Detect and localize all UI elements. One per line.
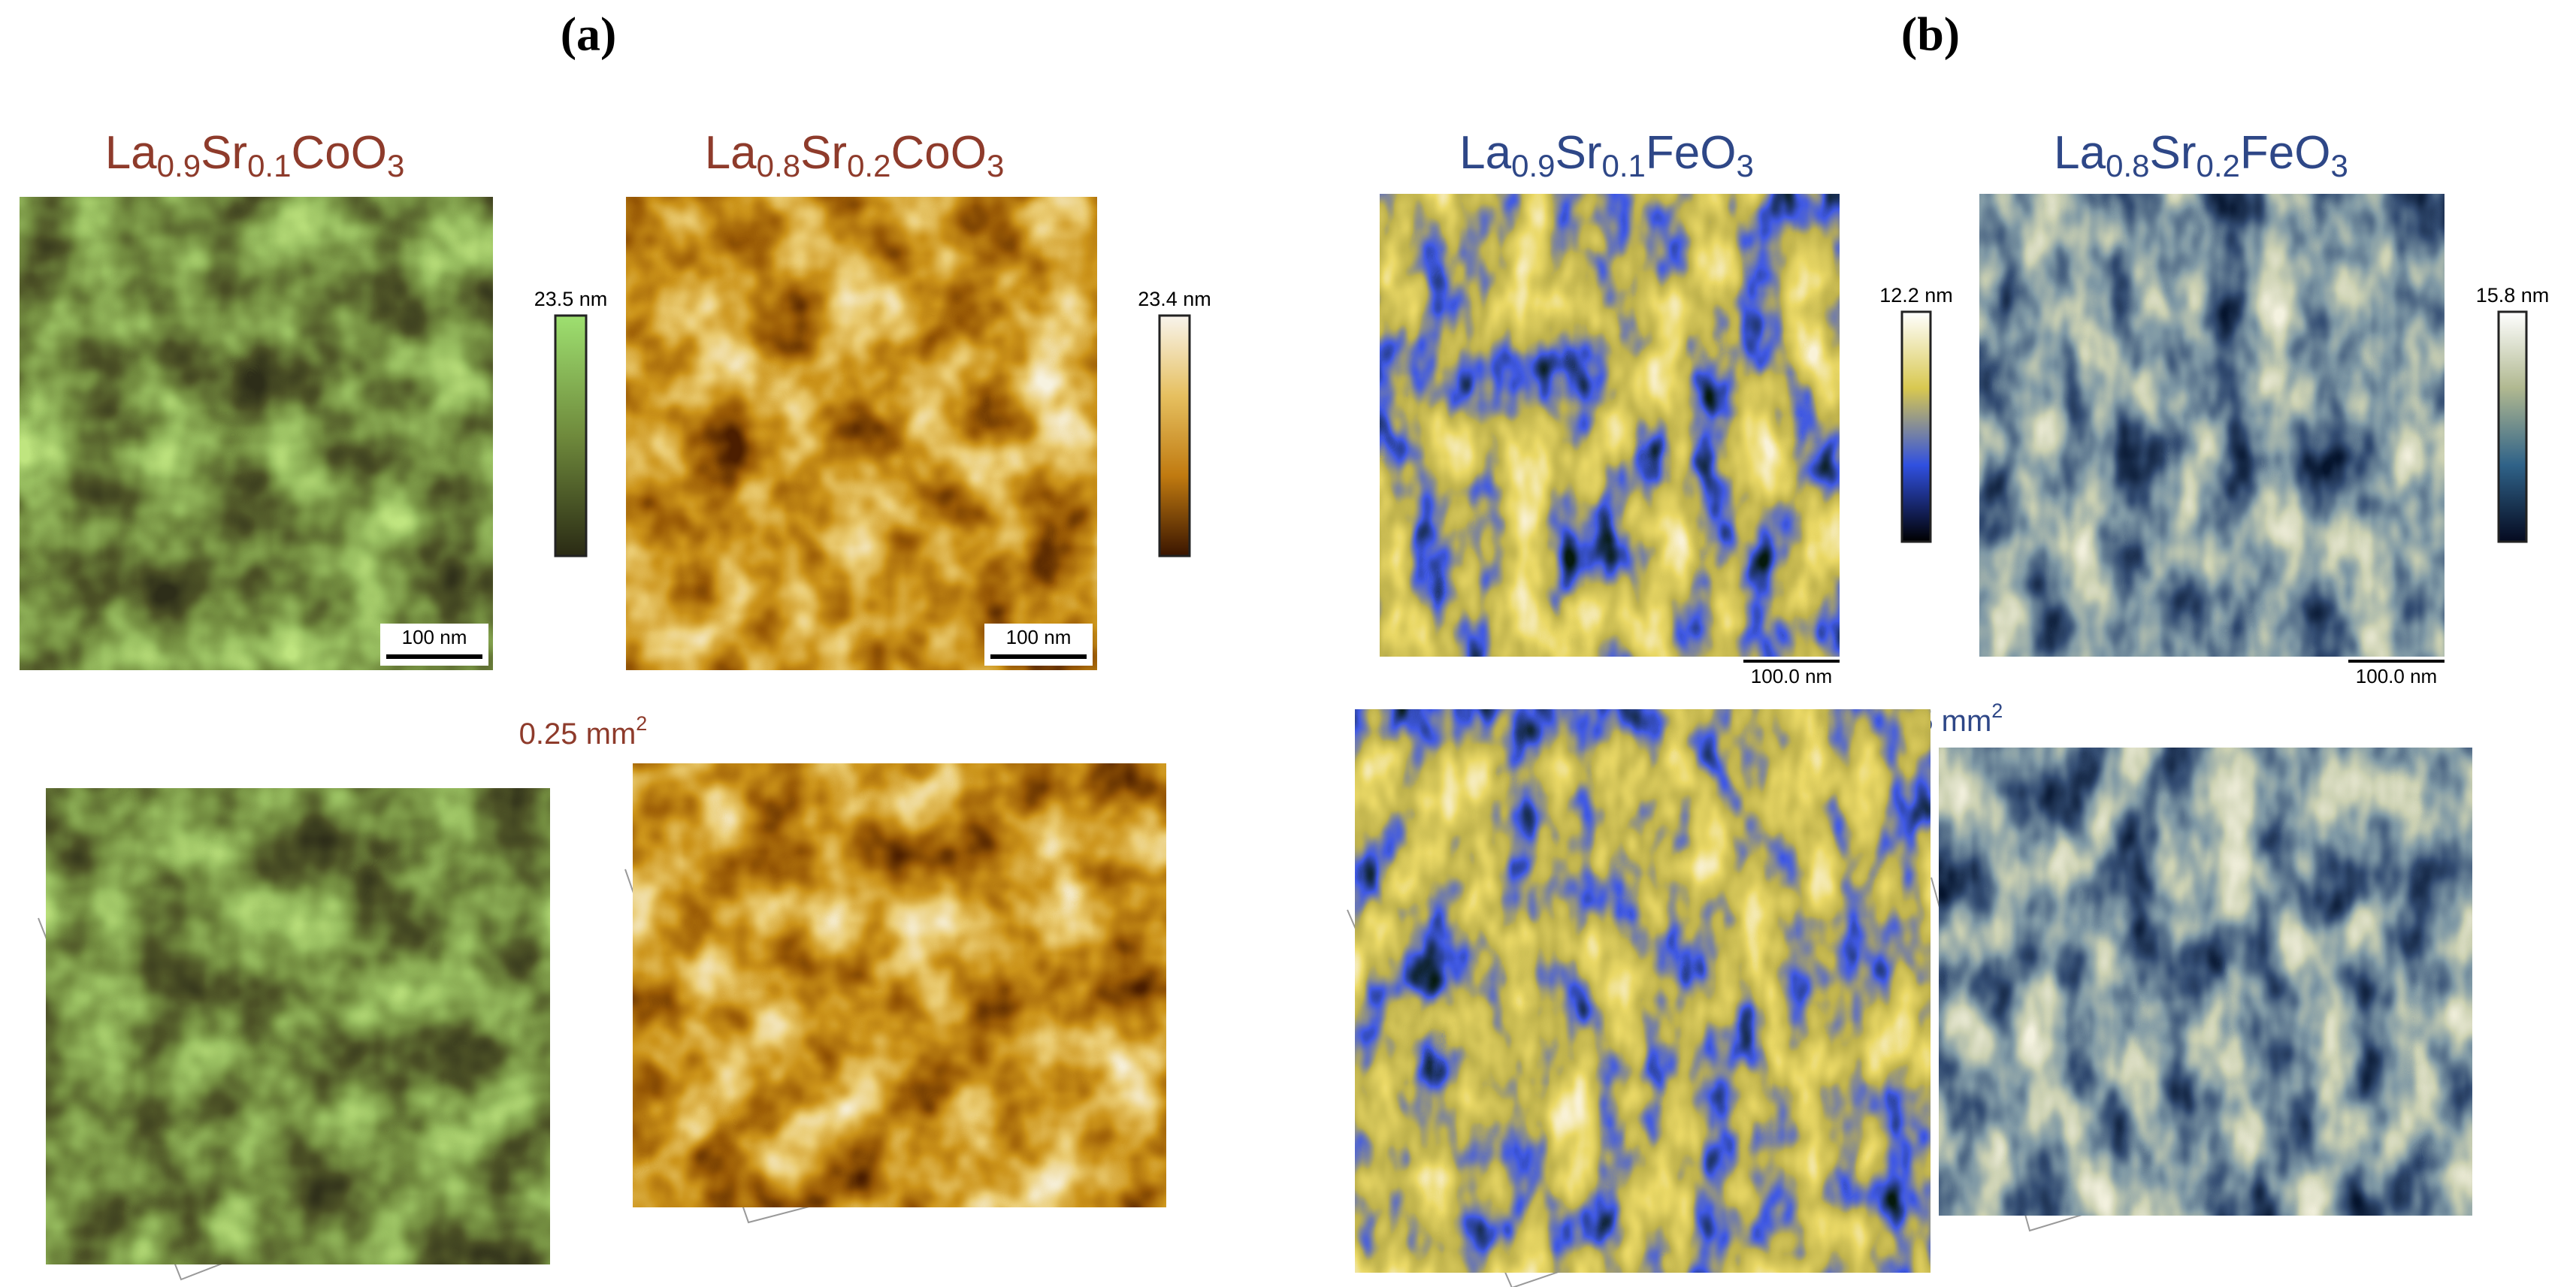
sample-title: La0.9Sr0.1FeO3: [1459, 127, 1754, 183]
area-label: 0.25 mm2: [1875, 699, 2003, 737]
formula-element: Sr: [800, 127, 847, 179]
area-superscript: 2: [1991, 699, 2003, 722]
panel-label: (b): [1901, 8, 1960, 61]
scale-bar-label: 100.0 nm: [2356, 665, 2437, 687]
sample-title: La0.8Sr0.2CoO3: [705, 127, 1005, 183]
formula-subscript: 3: [387, 148, 404, 183]
formula-element: La: [2054, 127, 2106, 179]
surface-3d: [1939, 748, 2472, 1216]
panel-label: (a): [561, 8, 617, 61]
colorbar-label: 15.8 nm: [2476, 284, 2550, 307]
formula-subscript: 0.9: [1511, 148, 1555, 183]
scale-bar-label: 100.0 nm: [1751, 665, 1832, 687]
formula-element: La: [705, 127, 757, 179]
afm-image: [20, 197, 493, 670]
formula-subscript: 3: [1736, 148, 1753, 183]
formula-element: Sr: [1556, 127, 1602, 179]
area-text: 0.25 mm: [519, 718, 636, 751]
formula-element: La: [105, 127, 157, 179]
sample-title: La0.9Sr0.1CoO3: [105, 127, 405, 183]
formula-element: Sr: [2150, 127, 2197, 179]
axis-frame: [38, 917, 543, 1281]
formula-subscript: 0.1: [1602, 148, 1646, 183]
formula-element: CoO: [291, 127, 386, 179]
formula-subscript: 0.9: [157, 148, 201, 183]
scale-bar-label: 100 nm: [402, 626, 467, 648]
afm-image: [626, 197, 1097, 670]
formula-subscript: 0.1: [247, 148, 291, 183]
colorbar-label: 12.2 nm: [1879, 284, 1953, 307]
area-text: 0.25 mm: [1875, 705, 1992, 738]
formula-element: FeO: [1646, 127, 1737, 179]
axis-frame: [1347, 909, 1924, 1287]
colorbar: [1900, 310, 1932, 543]
surface-3d: [46, 788, 550, 1264]
formula-element: La: [1459, 127, 1511, 179]
formula-subscript: 0.8: [2106, 148, 2149, 183]
formula-element: Sr: [201, 127, 247, 179]
colorbar: [1158, 314, 1191, 557]
colorbar-label: 23.5 nm: [534, 288, 608, 310]
colorbar-label: 23.4 nm: [1138, 288, 1211, 310]
axis-frame: [1930, 877, 2466, 1232]
scale-bar-label: 100 nm: [1006, 626, 1072, 648]
afm-image: [1380, 194, 1840, 657]
area-superscript: 2: [636, 712, 647, 735]
surface-3d: [633, 763, 1166, 1207]
sample-title: La0.8Sr0.2FeO3: [2054, 127, 2348, 183]
formula-element: FeO: [2240, 127, 2331, 179]
formula-subscript: 3: [2330, 148, 2348, 183]
surface-3d: [1355, 709, 1930, 1273]
formula-subscript: 3: [987, 148, 1004, 183]
area-label: 0.25 mm2: [519, 712, 648, 750]
colorbar: [2497, 310, 2528, 543]
colorbar: [554, 314, 588, 557]
axis-frame: [624, 869, 1160, 1224]
formula-element: CoO: [890, 127, 986, 179]
formula-subscript: 0.2: [847, 148, 890, 183]
afm-image: [1979, 194, 2444, 657]
formula-subscript: 0.8: [757, 148, 800, 183]
formula-subscript: 0.2: [2197, 148, 2240, 183]
